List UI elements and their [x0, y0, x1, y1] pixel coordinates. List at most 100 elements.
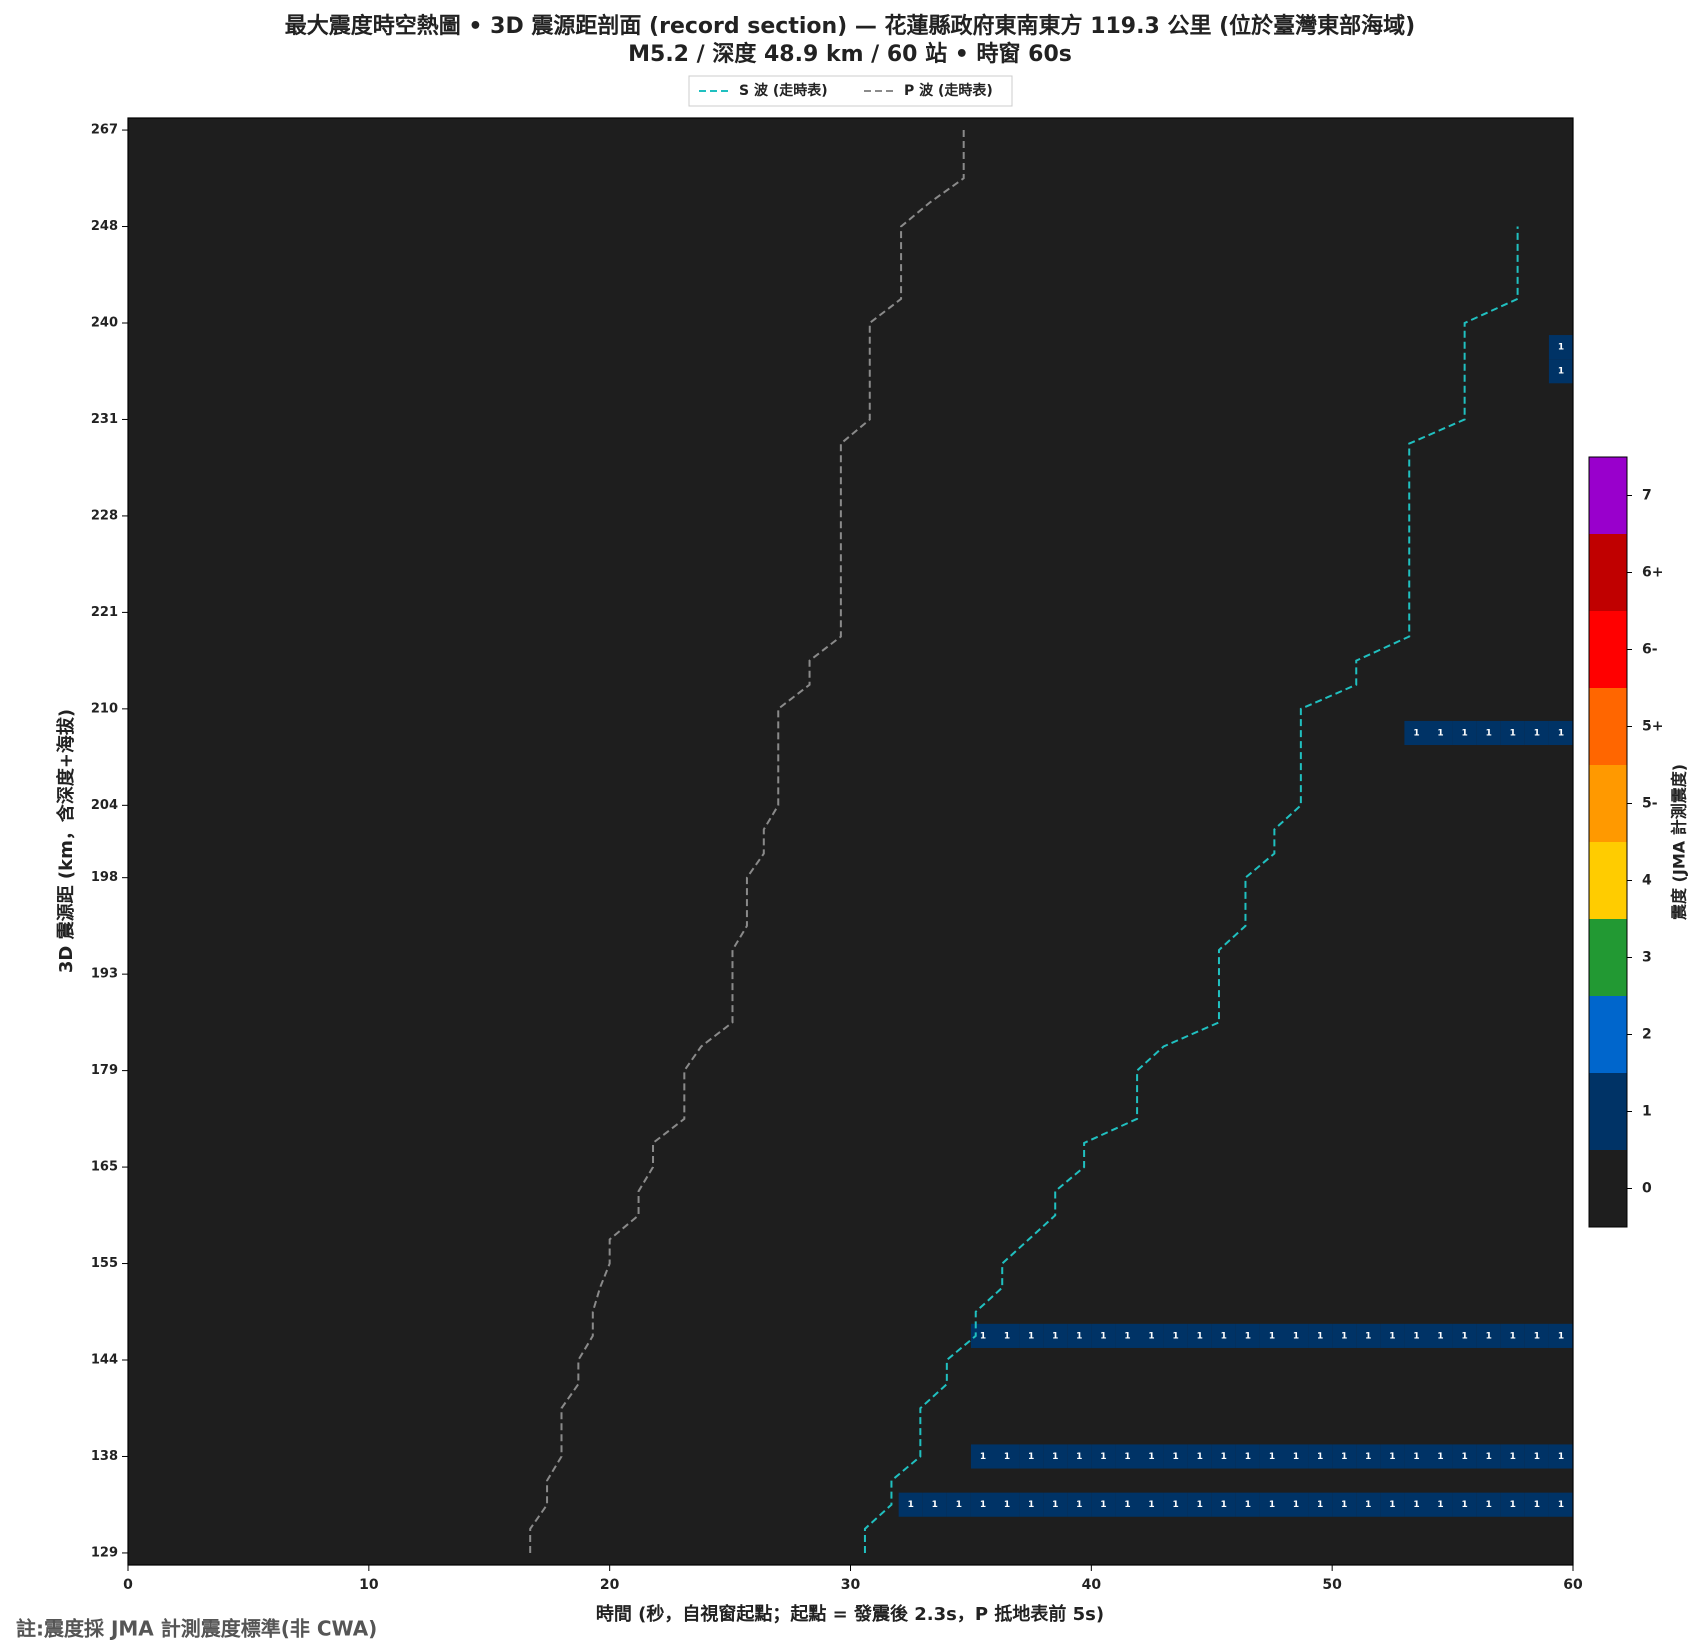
- colorbar-segment: [1589, 842, 1627, 919]
- y-tick-label: 138: [91, 1449, 118, 1464]
- cell-label: 1: [1534, 1331, 1540, 1341]
- heat-cell: [1235, 1492, 1260, 1517]
- colorbar-tick-label: 5-: [1642, 796, 1658, 812]
- cell-label: 1: [1413, 728, 1419, 738]
- cell-label: 1: [1269, 1500, 1275, 1510]
- heat-cell: [1163, 1492, 1188, 1517]
- cell-label: 1: [1124, 1500, 1130, 1510]
- cell-label: 1: [1052, 1452, 1058, 1462]
- y-tick-label: 179: [91, 1063, 118, 1078]
- heat-cell: [1091, 1323, 1116, 1348]
- cell-label: 1: [1028, 1500, 1034, 1510]
- cell-label: 1: [1558, 343, 1564, 353]
- heat-cell: [1187, 1444, 1212, 1469]
- heat-cell: [1404, 1323, 1429, 1348]
- colorbar-tick-label: 2: [1642, 1027, 1652, 1043]
- chart-title: 最大震度時空熱圖 • 3D 震源距剖面 (record section) — 花…: [285, 13, 1415, 39]
- cell-label: 1: [1558, 1452, 1564, 1462]
- heat-cell: [1476, 720, 1501, 746]
- cell-label: 1: [1221, 1500, 1227, 1510]
- cell-label: 1: [1076, 1500, 1082, 1510]
- cell-label: 1: [1365, 1500, 1371, 1510]
- heat-cell: [1163, 1323, 1188, 1348]
- heat-cell: [1115, 1444, 1140, 1469]
- colorbar-label: 震度 (JMA 計測震度): [1670, 764, 1689, 921]
- cell-label: 1: [1269, 1331, 1275, 1341]
- cell-label: 1: [1365, 1331, 1371, 1341]
- colorbar-segment: [1589, 457, 1627, 534]
- cell-label: 1: [1172, 1331, 1178, 1341]
- heat-cell: [1211, 1492, 1236, 1517]
- cell-label: 1: [1100, 1452, 1106, 1462]
- heat-cell: [1452, 1492, 1477, 1517]
- colorbar-tick-label: 3: [1642, 950, 1652, 966]
- heat-cell: [1308, 1444, 1333, 1469]
- heat-cell: [1524, 1492, 1549, 1517]
- heat-cell: [1235, 1323, 1260, 1348]
- heat-cell: [922, 1492, 947, 1517]
- cell-label: 1: [980, 1500, 986, 1510]
- cell-label: 1: [980, 1331, 986, 1341]
- cell-label: 1: [1486, 728, 1492, 738]
- legend-label: P 波 (走時表): [904, 82, 993, 99]
- heat-cell: [1380, 1492, 1405, 1517]
- cell-label: 1: [1461, 1500, 1467, 1510]
- cell-label: 1: [1389, 1452, 1395, 1462]
- cell-label: 1: [1245, 1452, 1251, 1462]
- cell-label: 1: [1558, 1331, 1564, 1341]
- heat-cell: [1476, 1444, 1501, 1469]
- cell-label: 1: [1341, 1452, 1347, 1462]
- heat-cell: [1380, 1323, 1405, 1348]
- y-tick-label: 165: [91, 1160, 118, 1175]
- heat-cell: [1548, 359, 1573, 384]
- heat-cell: [1284, 1492, 1309, 1517]
- x-tick-label: 40: [1082, 1577, 1102, 1593]
- colorbar-tick-label: 7: [1642, 488, 1652, 504]
- cell-label: 1: [1245, 1331, 1251, 1341]
- cell-label: 1: [1293, 1500, 1299, 1510]
- heat-cell: [1091, 1492, 1116, 1517]
- cell-label: 1: [1510, 1331, 1516, 1341]
- cell-label: 1: [1221, 1452, 1227, 1462]
- cell-label: 1: [1197, 1452, 1203, 1462]
- cell-label: 1: [1100, 1331, 1106, 1341]
- heat-cell: [1332, 1492, 1357, 1517]
- y-tick-label: 240: [91, 315, 118, 330]
- heat-cell: [1091, 1444, 1116, 1469]
- heat-cell: [1139, 1323, 1164, 1348]
- y-tick-label: 129: [91, 1545, 118, 1560]
- x-axis-label: 時間 (秒，自視窗起點；起點 = 發震後 2.3s，P 抵地表前 5s): [596, 1603, 1104, 1625]
- y-tick-label: 267: [91, 123, 118, 138]
- heat-cell: [1548, 1444, 1573, 1469]
- heat-cell: [1019, 1444, 1044, 1469]
- cell-label: 1: [1486, 1331, 1492, 1341]
- cell-label: 1: [956, 1500, 962, 1510]
- heat-cell: [1043, 1492, 1068, 1517]
- heat-cell: [1548, 1323, 1573, 1348]
- heat-cell: [1356, 1323, 1381, 1348]
- x-tick-label: 50: [1322, 1577, 1342, 1593]
- heat-cell: [1019, 1492, 1044, 1517]
- heat-cell: [1500, 1323, 1525, 1348]
- heat-cell: [1043, 1323, 1068, 1348]
- cell-label: 1: [1389, 1500, 1395, 1510]
- colorbar-segment: [1589, 1073, 1627, 1150]
- heat-cell: [1452, 1444, 1477, 1469]
- cell-label: 1: [1148, 1500, 1154, 1510]
- cell-label: 1: [1100, 1500, 1106, 1510]
- heat-cell: [1500, 1492, 1525, 1517]
- colorbar-segment: [1589, 996, 1627, 1073]
- heat-cell: [1235, 1444, 1260, 1469]
- cell-label: 1: [932, 1500, 938, 1510]
- heat-cell: [1548, 335, 1573, 360]
- cell-label: 1: [1558, 728, 1564, 738]
- x-tick-label: 20: [600, 1577, 620, 1593]
- x-tick-label: 0: [123, 1577, 133, 1593]
- colorbar-segment: [1589, 611, 1627, 688]
- cell-label: 1: [1341, 1500, 1347, 1510]
- heat-cell: [1115, 1323, 1140, 1348]
- cell-label: 1: [1028, 1452, 1034, 1462]
- heat-cell: [1428, 1492, 1453, 1517]
- cell-label: 1: [1317, 1500, 1323, 1510]
